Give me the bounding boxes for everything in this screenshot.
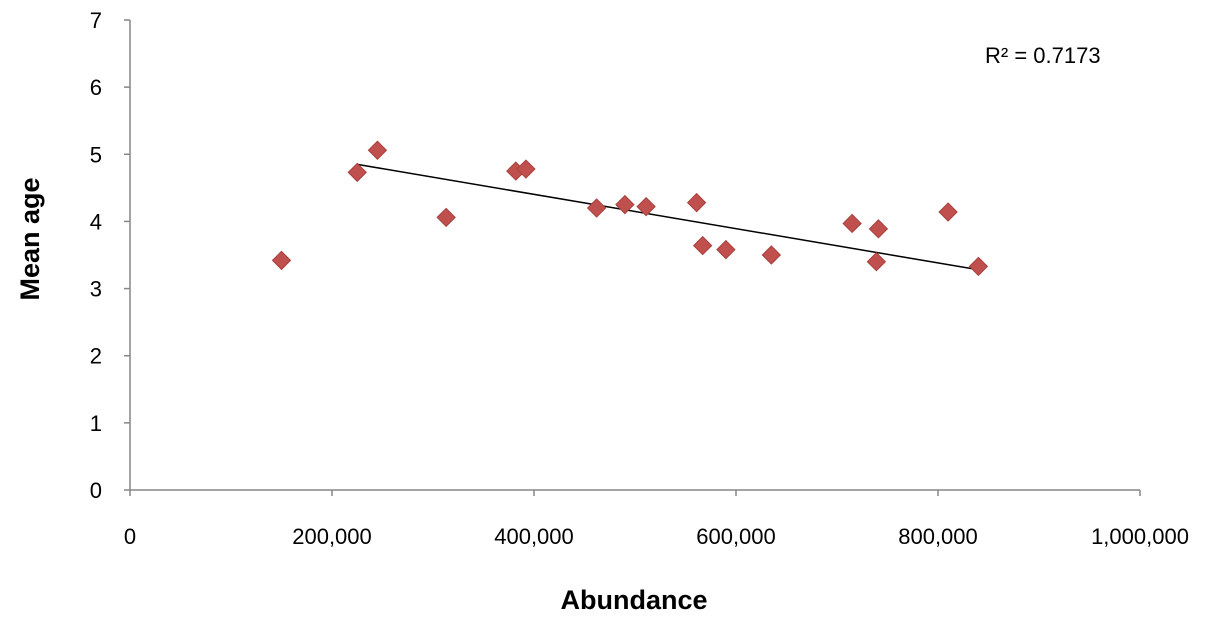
x-axis-title: Abundance	[560, 585, 707, 615]
y-tick-label: 0	[90, 478, 102, 503]
data-point	[866, 252, 887, 272]
x-tick-label: 0	[124, 524, 136, 549]
y-tick-label: 7	[90, 8, 102, 33]
y-tick-label: 3	[90, 277, 102, 302]
data-point	[586, 198, 607, 218]
y-axis-title: Mean age	[15, 177, 45, 300]
x-tick-label: 1,000,000	[1091, 524, 1189, 549]
data-point	[516, 159, 536, 179]
y-tick-label: 5	[90, 142, 102, 167]
data-point	[367, 140, 388, 160]
data-point	[868, 219, 889, 239]
data-points	[271, 140, 989, 277]
trendline	[357, 163, 979, 271]
data-point	[692, 235, 713, 256]
data-point	[842, 213, 862, 234]
data-point	[686, 192, 707, 213]
data-point	[761, 245, 782, 265]
y-axis-ticks: 0 1 2 3 4 5 6 7	[90, 8, 130, 503]
y-tick-label: 1	[90, 411, 102, 436]
y-tick-label: 4	[90, 209, 102, 234]
trendline-group	[357, 163, 979, 271]
data-point	[636, 196, 656, 217]
data-point	[716, 239, 736, 260]
y-tick-label: 6	[90, 75, 102, 100]
y-tick-label: 2	[90, 344, 102, 369]
data-point	[347, 162, 367, 183]
x-tick-label: 400,000	[494, 524, 574, 549]
x-tick-label: 800,000	[898, 524, 978, 549]
x-tick-label: 600,000	[696, 524, 776, 549]
x-axis-ticks: 0 200,000 400,000 600,000 800,000 1,000,000	[124, 490, 1189, 549]
data-point	[271, 250, 292, 271]
data-point	[436, 207, 456, 228]
x-tick-label: 200,000	[292, 524, 372, 549]
data-point	[938, 202, 958, 222]
data-point	[615, 194, 635, 215]
r-squared-annotation: R² = 0.7173	[985, 43, 1101, 68]
data-point	[968, 256, 989, 277]
